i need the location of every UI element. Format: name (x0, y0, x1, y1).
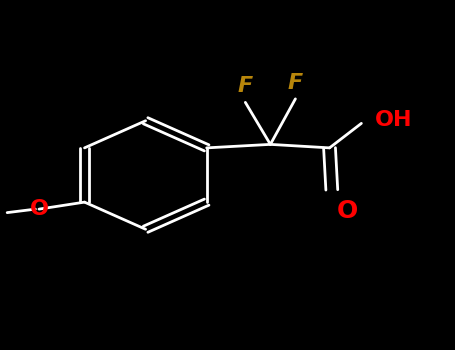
Text: F: F (238, 76, 253, 96)
Text: O: O (337, 199, 359, 223)
Text: F: F (288, 72, 303, 92)
Text: O: O (30, 199, 49, 219)
Text: OH: OH (375, 110, 413, 130)
